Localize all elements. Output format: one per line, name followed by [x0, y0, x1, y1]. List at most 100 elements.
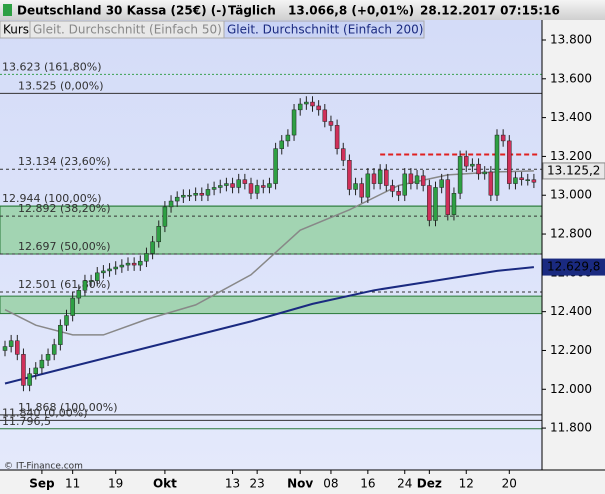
y-tick-label: 11.800	[550, 421, 592, 435]
candle-body	[15, 340, 20, 355]
candle-body	[76, 290, 82, 299]
candle-body	[525, 179, 530, 181]
value-badge-label: 13.125,2	[547, 163, 600, 177]
candle-body	[119, 264, 125, 268]
tab-label: Gleit. Durchschnitt (Einfach 50)	[33, 23, 222, 37]
candle-body	[291, 109, 297, 136]
candle-body	[205, 189, 211, 196]
x-tick-label: 13	[225, 477, 240, 491]
level-label: 12.697 (50,00%)	[18, 240, 111, 253]
level-label: 11.868 (100,00%)	[18, 401, 118, 414]
candle-body	[513, 177, 518, 184]
candle-body	[211, 187, 217, 190]
candle-body	[254, 185, 260, 194]
candle-body	[451, 193, 457, 215]
candle-body	[507, 140, 512, 184]
candle-body	[470, 163, 475, 167]
candle-body	[113, 266, 118, 270]
x-tick-label: 16	[360, 477, 375, 491]
candle-body	[531, 179, 537, 183]
value-badge-label: 12.629,8	[547, 260, 600, 274]
y-tick-label: 12.200	[550, 343, 592, 357]
candle-body	[414, 175, 420, 184]
timestamp: 28.12.2017 07:15:16	[420, 4, 560, 18]
level-label: 13.134 (23,60%)	[18, 155, 111, 168]
y-tick-label: 13.000	[550, 188, 592, 202]
axis-area	[542, 20, 605, 470]
candle-body	[488, 171, 494, 196]
candle-body	[267, 183, 272, 188]
candle-body	[58, 324, 63, 345]
candle-body	[168, 200, 174, 208]
y-tick-label: 13.200	[550, 149, 592, 163]
candle-body	[144, 253, 149, 262]
candle-body	[328, 121, 334, 126]
candle-body	[162, 206, 168, 227]
tab-label: Gleit. Durchschnitt (Einfach 200)	[227, 23, 423, 37]
tab-label: Kurs	[3, 23, 29, 37]
candle-body	[396, 191, 401, 196]
tab-bg	[223, 20, 425, 39]
candle-body	[88, 280, 94, 282]
candle-body	[408, 173, 414, 184]
y-tick-label: 12.800	[550, 227, 592, 241]
candle-body	[193, 193, 198, 196]
candle-body	[125, 262, 131, 266]
candle-body	[248, 183, 254, 194]
candle-body	[230, 183, 235, 188]
level-label: 12.892 (38,20%)	[18, 202, 111, 215]
title: Deutschland 30 Kassa (25€) (-)	[17, 4, 227, 18]
candle-body	[519, 177, 524, 180]
candle-body	[445, 179, 451, 215]
candle-body	[371, 173, 377, 184]
candle-body	[353, 183, 358, 190]
x-tick-label: 19	[108, 477, 123, 491]
candle-body	[341, 148, 346, 161]
candle-body	[464, 156, 469, 167]
x-tick-label: Dez	[417, 477, 442, 491]
candle-body	[384, 169, 389, 186]
legend-tab[interactable]: Gleit. Durchschnitt (Einfach 50)	[29, 20, 225, 39]
level-label: 12.501 (61,80%)	[18, 278, 111, 291]
y-tick-label: 13.800	[550, 32, 592, 46]
legend-tab[interactable]: Kurs	[0, 20, 31, 39]
x-tick-label: 24	[397, 477, 412, 491]
header-bar	[0, 0, 605, 20]
candle-body	[297, 103, 303, 111]
candle-body	[64, 315, 69, 326]
candle-body	[218, 185, 223, 188]
y-tick-label: 12.400	[550, 304, 592, 318]
candle-body	[174, 196, 180, 202]
candle-body	[482, 171, 487, 175]
candle-body	[420, 175, 426, 186]
candle-body	[2, 346, 8, 351]
candle-body	[476, 163, 481, 175]
footer: © IT-Finance.com	[4, 462, 83, 472]
candle-body	[365, 173, 371, 198]
x-tick-label: Okt	[153, 477, 177, 491]
candle-body	[236, 179, 241, 188]
candle-body	[347, 160, 352, 190]
candle-body	[101, 270, 106, 274]
x-tick-label: 08	[323, 477, 338, 491]
candle-body	[187, 194, 192, 197]
candle-body	[304, 101, 309, 105]
candle-body	[45, 354, 51, 361]
candle-body	[457, 156, 463, 194]
candle-body	[95, 272, 100, 281]
candle-body	[390, 185, 395, 192]
candle-body	[316, 105, 321, 111]
level-label: 12.944 (100,00%)	[2, 192, 102, 205]
candle-body	[334, 125, 340, 149]
value-badge	[542, 162, 605, 180]
candle-body	[359, 183, 364, 198]
value-badge	[542, 258, 605, 276]
candle-body	[273, 148, 278, 184]
x-tick-label: 20	[502, 477, 517, 491]
x-tick-label: Nov	[287, 477, 313, 491]
x-tick-label: 11	[65, 477, 80, 491]
legend-tab[interactable]: Gleit. Durchschnitt (Einfach 200)	[223, 20, 425, 39]
candle-body	[427, 185, 432, 221]
candle-body	[199, 193, 205, 196]
